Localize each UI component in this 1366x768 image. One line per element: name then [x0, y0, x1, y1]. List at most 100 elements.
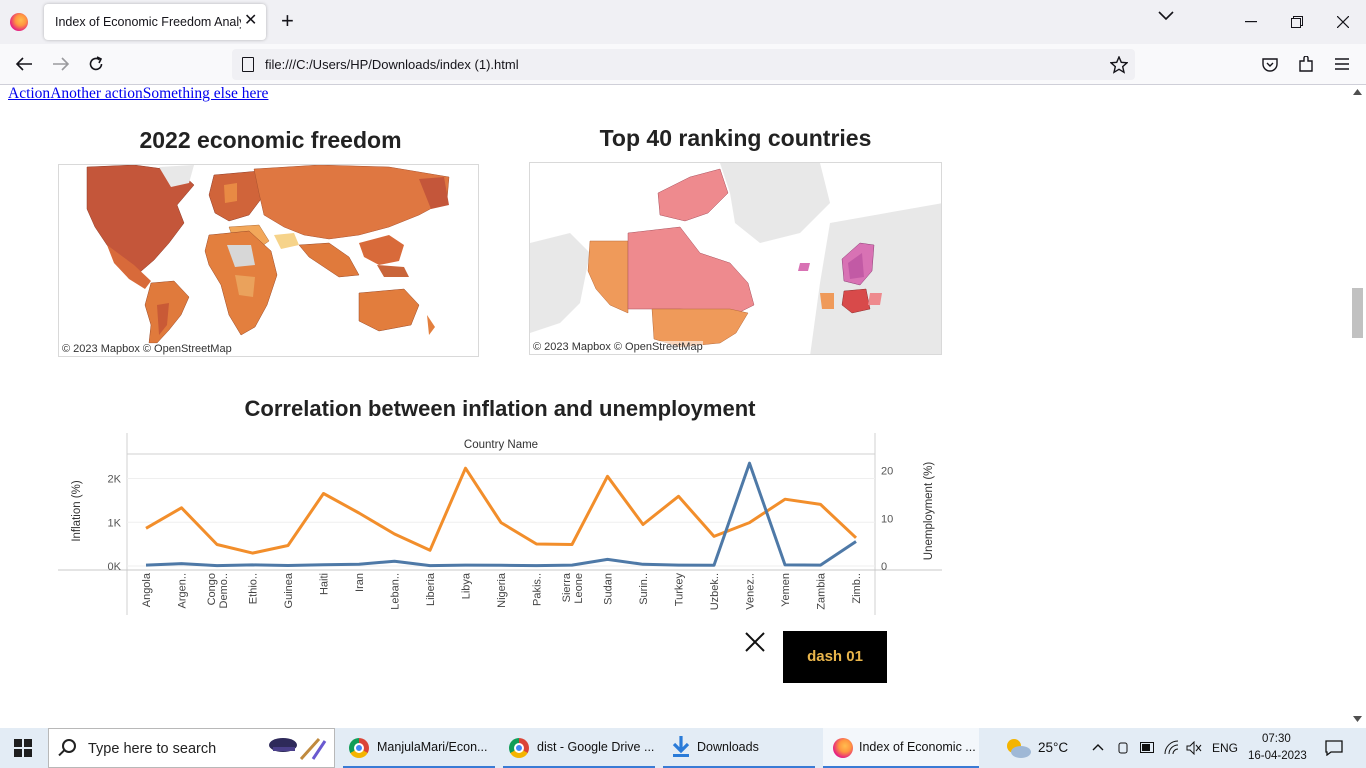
page-icon [242, 57, 254, 72]
tab-close-icon[interactable]: ✕ [244, 12, 258, 29]
scrollbar-thumb[interactable] [1352, 288, 1363, 338]
y-axis-label-right: Unemployment (%) [923, 462, 935, 561]
top40-choropleth [530, 163, 941, 354]
windows-start-icon[interactable] [14, 739, 32, 757]
notifications-icon[interactable] [1325, 740, 1343, 756]
restore-icon[interactable] [1291, 16, 1303, 28]
svg-text:Iran: Iran [354, 573, 366, 592]
volume-muted-icon[interactable] [1186, 741, 1202, 755]
svg-text:Sudan: Sudan [603, 573, 615, 605]
map1-attribution: © 2023 Mapbox © OpenStreetMap [62, 343, 232, 355]
taskbar-search-box[interactable]: Type here to search [48, 728, 335, 768]
clock-date[interactable]: 16-04-2023 [1248, 750, 1307, 762]
svg-text:Congo: Congo [206, 573, 218, 605]
svg-text:Argen..: Argen.. [177, 573, 189, 608]
tray-overflow-chevron-icon[interactable] [1092, 743, 1104, 751]
x-tick-label: Sierra Leone [561, 572, 585, 603]
taskbar-app-label: Index of Economic ... [859, 740, 976, 754]
taskbar-app-chrome-drive[interactable]: dist - Google Drive ... [503, 728, 655, 768]
x-tick-label: Argen.. [177, 573, 189, 608]
inflation-series-line[interactable] [145, 461, 857, 568]
windows-taskbar: Type here to search ManjulaMari/Econ... … [0, 728, 1366, 768]
menu-hamburger-icon[interactable] [1335, 58, 1349, 70]
active-indicator [663, 766, 815, 768]
taskbar-app-firefox[interactable]: Index of Economic ... [823, 728, 979, 768]
navigation-bar: file:///C:/Users/HP/Downloads/index (1).… [0, 44, 1366, 85]
y-tick-label-left: 2K [108, 474, 122, 486]
svg-text:Leone: Leone [573, 573, 585, 604]
map2-title: Top 40 ranking countries [599, 125, 872, 151]
list-all-tabs-icon[interactable] [1158, 11, 1174, 21]
svg-text:Sierra: Sierra [561, 572, 573, 602]
x-tick-label: Turkey [674, 573, 686, 607]
firefox-icon[interactable] [10, 13, 28, 31]
battery-icon[interactable] [1140, 742, 1156, 754]
x-tick-label: Zambia [816, 572, 828, 610]
unemployment-series-line[interactable] [145, 466, 858, 555]
svg-text:Surin..: Surin.. [638, 573, 650, 605]
search-placeholder: Type here to search [88, 741, 217, 757]
active-indicator [503, 766, 655, 768]
taskbar-app-chrome-github[interactable]: ManjulaMari/Econ... [343, 728, 495, 768]
extensions-icon[interactable] [1298, 56, 1314, 73]
svg-text:Ethio..: Ethio.. [248, 573, 260, 604]
svg-text:Liberia: Liberia [425, 572, 437, 606]
active-indicator [823, 766, 979, 768]
top40-map[interactable]: © 2023 Mapbox © OpenStreetMap [529, 162, 942, 355]
taskbar-app-downloads[interactable]: Downloads [663, 728, 815, 768]
y-tick-label-right: 0 [881, 561, 887, 573]
back-arrow-icon[interactable] [15, 57, 33, 71]
svg-text:Angola: Angola [141, 572, 153, 607]
chrome-icon [509, 738, 529, 758]
page-content: ActionAnother actionSomething else here … [0, 85, 1349, 728]
world-choropleth [59, 165, 478, 356]
bookmark-star-icon[interactable] [1110, 56, 1128, 74]
clock-time[interactable]: 07:30 [1262, 733, 1291, 745]
reload-icon[interactable] [88, 56, 104, 72]
svg-text:Demo..: Demo.. [218, 573, 230, 608]
window-close-icon[interactable] [1337, 16, 1349, 28]
url-text[interactable]: file:///C:/Users/HP/Downloads/index (1).… [265, 57, 519, 72]
another-action-link[interactable]: Another action [50, 85, 143, 102]
svg-text:Turkey: Turkey [674, 573, 686, 607]
scroll-up-icon[interactable] [1353, 89, 1362, 95]
new-tab-button[interactable]: + [281, 8, 294, 33]
weather-icon[interactable] [1004, 736, 1032, 760]
x-tick-label: Iran [354, 573, 366, 592]
meet-now-icon[interactable] [1116, 740, 1130, 756]
wifi-icon[interactable] [1164, 740, 1180, 756]
something-else-link[interactable]: Something else here [142, 85, 269, 102]
inflation-unemployment-chart[interactable]: Country Name Inflation (%) Unemployment … [58, 425, 942, 615]
x-tick-label: Zimb.. [851, 573, 863, 604]
x-tick-label: Uzbek.. [709, 573, 721, 610]
y-tick-label-right: 10 [881, 513, 893, 525]
pocket-icon[interactable] [1262, 57, 1278, 72]
economic-freedom-map[interactable]: © 2023 Mapbox © OpenStreetMap [58, 164, 479, 357]
tab-title: Index of Economic Freedom Analysis [55, 15, 241, 29]
chrome-icon [349, 738, 369, 758]
taskbar-app-label: Downloads [697, 740, 759, 754]
y-tick-label-right: 20 [881, 466, 893, 478]
close-icon[interactable] [744, 631, 766, 653]
language-indicator[interactable]: ENG [1212, 741, 1239, 755]
browser-tab[interactable]: Index of Economic Freedom Analysis ✕ [44, 4, 266, 40]
weather-temperature[interactable]: 25°C [1038, 740, 1069, 755]
url-bar[interactable]: file:///C:/Users/HP/Downloads/index (1).… [232, 49, 1135, 80]
taskbar-app-label: ManjulaMari/Econ... [377, 740, 488, 754]
page-scrollbar[interactable] [1349, 85, 1366, 728]
svg-text:Venez..: Venez.. [745, 573, 757, 610]
x-tick-label: Ethio.. [248, 573, 260, 604]
x-tick-label: Pakis.. [532, 573, 544, 606]
x-tick-label: Liberia [425, 572, 437, 606]
x-tick-label: Congo Demo.. [206, 573, 230, 608]
minimize-icon[interactable] [1245, 21, 1257, 23]
svg-text:Libya: Libya [461, 572, 473, 599]
forward-arrow-icon[interactable] [52, 57, 70, 71]
action-link[interactable]: Action [8, 85, 51, 102]
y-axis-label-left: Inflation (%) [71, 480, 83, 542]
map1-title: 2022 economic freedom [139, 127, 402, 153]
x-tick-label: Libya [461, 572, 473, 599]
y-tick-label-left: 1K [108, 517, 122, 529]
dash-01-button[interactable]: dash 01 [783, 631, 887, 683]
scroll-down-icon[interactable] [1353, 716, 1362, 722]
